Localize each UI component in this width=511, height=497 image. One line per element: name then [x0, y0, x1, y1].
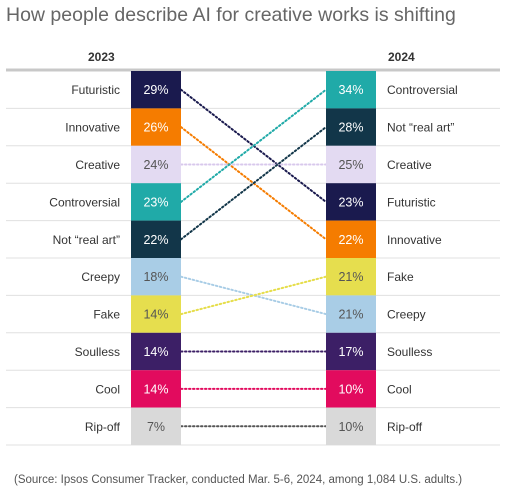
right-value-creepy: 21% — [338, 308, 363, 322]
left-bar-rip-off — [131, 407, 181, 445]
left-value-futuristic: 29% — [143, 83, 168, 97]
left-label-controversial: Controversial — [49, 195, 120, 209]
right-label-creepy: Creepy — [387, 308, 426, 322]
left-label-rip-off: Rip-off — [85, 420, 121, 434]
right-value-futuristic: 23% — [338, 195, 363, 209]
left-bar-controversial — [131, 183, 181, 221]
right-label-fake: Fake — [387, 270, 414, 284]
right-bar-innovative — [326, 220, 376, 258]
right-value-innovative: 22% — [338, 233, 363, 247]
right-label-cool: Cool — [387, 382, 412, 396]
left-value-creepy: 18% — [143, 270, 168, 284]
left-value-soulless: 14% — [143, 345, 168, 359]
right-value-cool: 10% — [338, 382, 363, 396]
right-value-fake: 21% — [338, 270, 363, 284]
left-value-controversial: 23% — [143, 195, 168, 209]
left-label-not-real-art: Not “real art” — [53, 233, 120, 247]
right-bar-creative — [326, 145, 376, 184]
right-bar-cool — [326, 370, 376, 408]
right-bar-rip-off — [326, 407, 376, 445]
left-bar-fake — [131, 295, 181, 333]
right-label-soulless: Soulless — [387, 345, 432, 359]
right-bar-creepy — [326, 295, 376, 333]
left-bar-soulless — [131, 332, 181, 371]
year-label-2024: 2024 — [388, 50, 415, 64]
right-label-innovative: Innovative — [387, 233, 442, 247]
left-value-fake: 14% — [143, 308, 168, 322]
right-label-futuristic: Futuristic — [387, 195, 436, 209]
right-label-creative: Creative — [387, 158, 432, 172]
left-bar-cool — [131, 370, 181, 408]
right-value-creative: 25% — [338, 158, 363, 172]
chart-title: How people describe AI for creative work… — [6, 4, 456, 26]
left-label-innovative: Innovative — [65, 121, 120, 135]
right-bar-not-real-art — [326, 108, 376, 146]
right-value-soulless: 17% — [338, 345, 363, 359]
right-label-rip-off: Rip-off — [387, 420, 423, 434]
left-label-soulless: Soulless — [75, 345, 120, 359]
left-label-cool: Cool — [95, 382, 120, 396]
year-label-2023: 2023 — [88, 50, 115, 64]
left-value-innovative: 26% — [143, 121, 168, 135]
slope-chart: 29% Futuristic 26% Innovative 24% Creative 23%… — [6, 68, 500, 446]
connector-not-real-art — [180, 126, 327, 241]
right-bar-controversial — [326, 71, 376, 109]
left-value-cool: 14% — [143, 382, 168, 396]
connector-fake — [180, 275, 327, 316]
left-bar-creepy — [131, 258, 181, 296]
left-bar-innovative — [131, 108, 181, 146]
right-value-rip-off: 10% — [338, 420, 363, 434]
left-label-fake: Fake — [93, 308, 120, 322]
left-value-rip-off: 7% — [147, 420, 165, 434]
left-bar-futuristic — [131, 71, 181, 109]
left-label-futuristic: Futuristic — [71, 83, 120, 97]
left-value-not-real-art: 22% — [143, 233, 168, 247]
right-label-controversial: Controversial — [387, 83, 458, 97]
left-bar-not-real-art — [131, 220, 181, 258]
right-bar-fake — [326, 258, 376, 296]
left-label-creepy: Creepy — [81, 270, 120, 284]
right-bar-futuristic — [326, 183, 376, 221]
right-value-controversial: 34% — [338, 83, 363, 97]
connector-creepy — [180, 275, 327, 316]
connector-controversial — [180, 88, 327, 203]
left-bar-creative — [131, 145, 181, 184]
right-label-not-real-art: Not “real art” — [387, 121, 454, 135]
source-note: (Source: Ipsos Consumer Tracker, conduct… — [14, 474, 463, 486]
left-value-creative: 24% — [143, 158, 168, 172]
left-label-creative: Creative — [75, 158, 120, 172]
right-bar-soulless — [326, 332, 376, 371]
right-value-not-real-art: 28% — [338, 121, 363, 135]
